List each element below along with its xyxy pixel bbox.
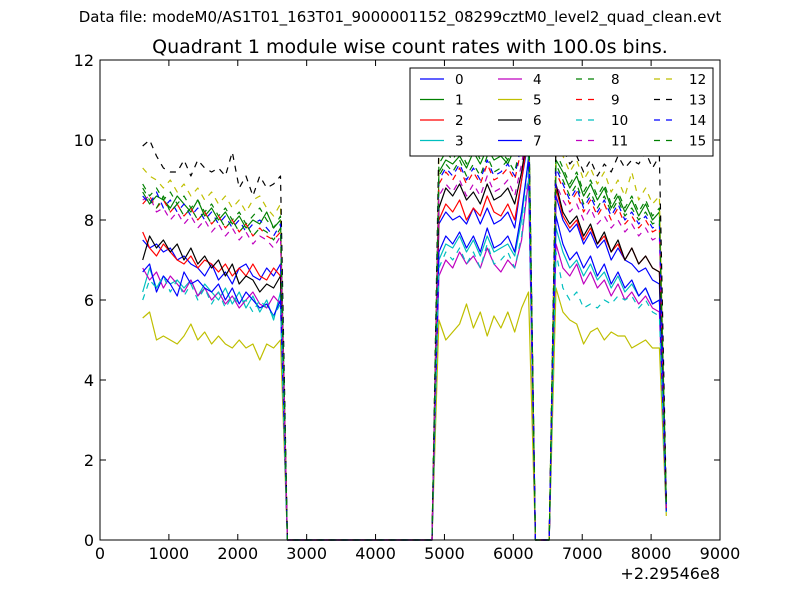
series-line-14: [142, 111, 667, 541]
y-tick-label: 8: [84, 211, 94, 230]
x-tick-label: 7000: [562, 544, 603, 563]
legend-label-3: 3: [455, 134, 464, 150]
series-line-5: [142, 287, 667, 541]
chart-title: Quadrant 1 module wise count rates with …: [152, 36, 668, 58]
series-line-9: [142, 115, 667, 541]
legend-label-14: 14: [689, 113, 706, 129]
series-line-3: [142, 155, 667, 541]
series-line-6: [142, 127, 667, 541]
series-line-12: [142, 103, 667, 541]
series-line-8: [142, 103, 667, 541]
series-line-1: [142, 99, 667, 541]
legend-label-10: 10: [611, 113, 628, 129]
x-tick-label: 5000: [424, 544, 465, 563]
legend-label-2: 2: [455, 113, 464, 129]
legend-label-4: 4: [533, 72, 542, 88]
series-line-4: [142, 179, 667, 541]
x-tick-label: 8000: [631, 544, 672, 563]
legend-label-1: 1: [455, 93, 464, 109]
series-layer: [142, 99, 667, 541]
legend-label-9: 9: [611, 93, 620, 109]
series-line-11: [142, 123, 667, 541]
legend-label-6: 6: [533, 113, 542, 129]
legend-label-13: 13: [689, 93, 706, 109]
x-tick-label: 2000: [217, 544, 258, 563]
legend-label-15: 15: [689, 134, 706, 150]
legend-label-0: 0: [455, 72, 464, 88]
y-tick-label: 6: [84, 291, 94, 310]
series-line-10: [142, 171, 667, 541]
legend-label-8: 8: [611, 72, 620, 88]
x-tick-label: 0: [95, 544, 105, 563]
legend-label-7: 7: [533, 134, 542, 150]
series-line-2: [142, 131, 667, 541]
series-line-0: [142, 139, 667, 541]
legend-box: [409, 67, 714, 157]
x-tick-label: 3000: [286, 544, 327, 563]
x-tick-label: 6000: [493, 544, 534, 563]
legend-label-12: 12: [689, 72, 706, 88]
x-tick-label: 9000: [700, 544, 741, 563]
y-tick-label: 12: [74, 51, 94, 70]
suptitle: Data file: modeM0/AS1T01_163T01_90000011…: [78, 8, 722, 26]
legend-label-5: 5: [533, 93, 542, 109]
x-offset-label: +2.29546e8: [620, 564, 720, 583]
y-tick-label: 2: [84, 451, 94, 470]
x-tick-label: 4000: [355, 544, 396, 563]
legend-label-11: 11: [611, 134, 628, 150]
y-tick-label: 10: [74, 131, 94, 150]
x-tick-label: 1000: [149, 544, 190, 563]
y-tick-label: 4: [84, 371, 94, 390]
y-tick-label: 0: [84, 531, 94, 550]
x-axis: 0 1000 2000 3000 4000 5000 6000 7000 8000 9000: [95, 60, 740, 563]
series-line-15: [142, 107, 667, 541]
series-line-13: [142, 99, 667, 541]
series-line-7: [142, 159, 667, 541]
